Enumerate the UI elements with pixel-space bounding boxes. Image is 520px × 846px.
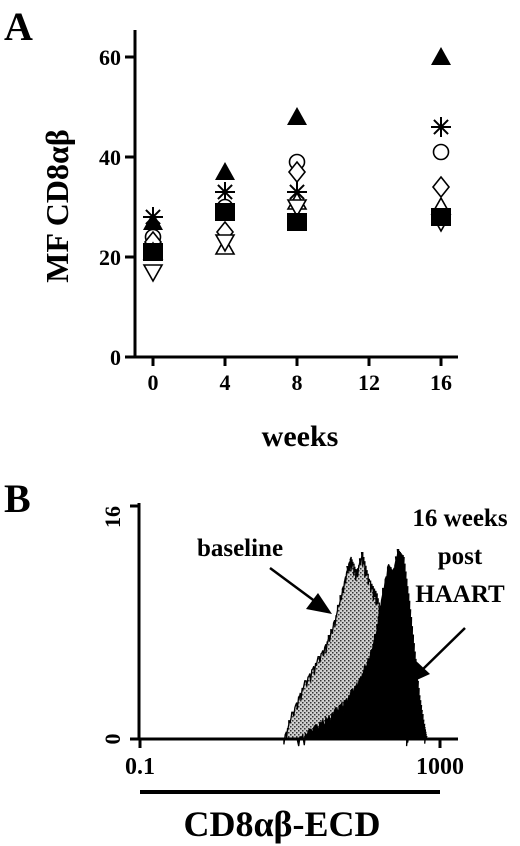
panel-b-plot: 0 16 0.1 1000: [100, 503, 464, 780]
panel-b-x-ticks: 0.1 1000: [125, 739, 464, 780]
data-point-asterisk: [431, 117, 451, 137]
data-point-open-diamond: [431, 175, 451, 199]
panel-b-label: B: [4, 476, 31, 521]
y-tick-label: 0: [100, 734, 125, 745]
annotation-post: post: [438, 543, 483, 570]
panel-a-x-ticks: 0 4 8 12 16: [148, 357, 452, 395]
data-point-filled-square: [143, 243, 163, 261]
annotation-16-weeks: 16 weeks: [412, 505, 507, 532]
x-tick-label: 4: [220, 370, 231, 395]
arrow-baseline: [269, 566, 332, 614]
data-point-open-inv-triangle: [214, 234, 236, 253]
y-tick-label: 20: [99, 245, 121, 270]
data-point-filled-triangle: [215, 162, 235, 180]
data-point-open-inv-triangle: [142, 264, 164, 283]
panel-b-x-label: CD8αβ-ECD: [183, 804, 380, 844]
data-point-asterisk: [143, 207, 163, 227]
data-point-open-circle: [432, 143, 450, 161]
y-tick-label: 16: [100, 506, 125, 528]
panel-a-y-ticks: 0 20 40 60: [99, 45, 135, 370]
panel-a-x-label: weeks: [262, 420, 339, 453]
annotation-haart: HAART: [415, 581, 505, 608]
y-tick-label: 60: [99, 45, 121, 70]
arrow-post-haart: [408, 627, 466, 684]
x-tick-label: 12: [358, 370, 380, 395]
x-tick-label: 16: [430, 370, 452, 395]
data-point-filled-square: [431, 208, 451, 226]
x-tick-label: 1000: [416, 754, 464, 780]
data-point-filled-square: [287, 213, 307, 231]
data-point-open-inv-triangle: [286, 199, 308, 218]
data-point-filled-square: [215, 203, 235, 221]
panel-b-y-ticks: 0 16: [100, 504, 139, 745]
data-point-asterisk: [215, 182, 235, 202]
data-point-open-diamond: [287, 160, 307, 184]
annotation-baseline: baseline: [197, 535, 283, 562]
panel-a-label: A: [4, 4, 33, 49]
data-point-filled-triangle: [431, 47, 451, 65]
y-tick-label: 40: [99, 145, 121, 170]
data-point-filled-triangle: [287, 107, 307, 125]
panel-b-histograms: [282, 549, 428, 747]
panel-a-plot: 0 20 40 60 0 4 8 12 16: [99, 30, 458, 395]
x-tick-label: 0.1: [125, 754, 155, 780]
x-tick-label: 0: [148, 370, 159, 395]
y-tick-label: 0: [110, 345, 121, 370]
panel-a-y-label: MF CD8αβ: [39, 129, 75, 283]
panel-a-data-points: [142, 47, 452, 283]
x-tick-label: 8: [292, 370, 303, 395]
